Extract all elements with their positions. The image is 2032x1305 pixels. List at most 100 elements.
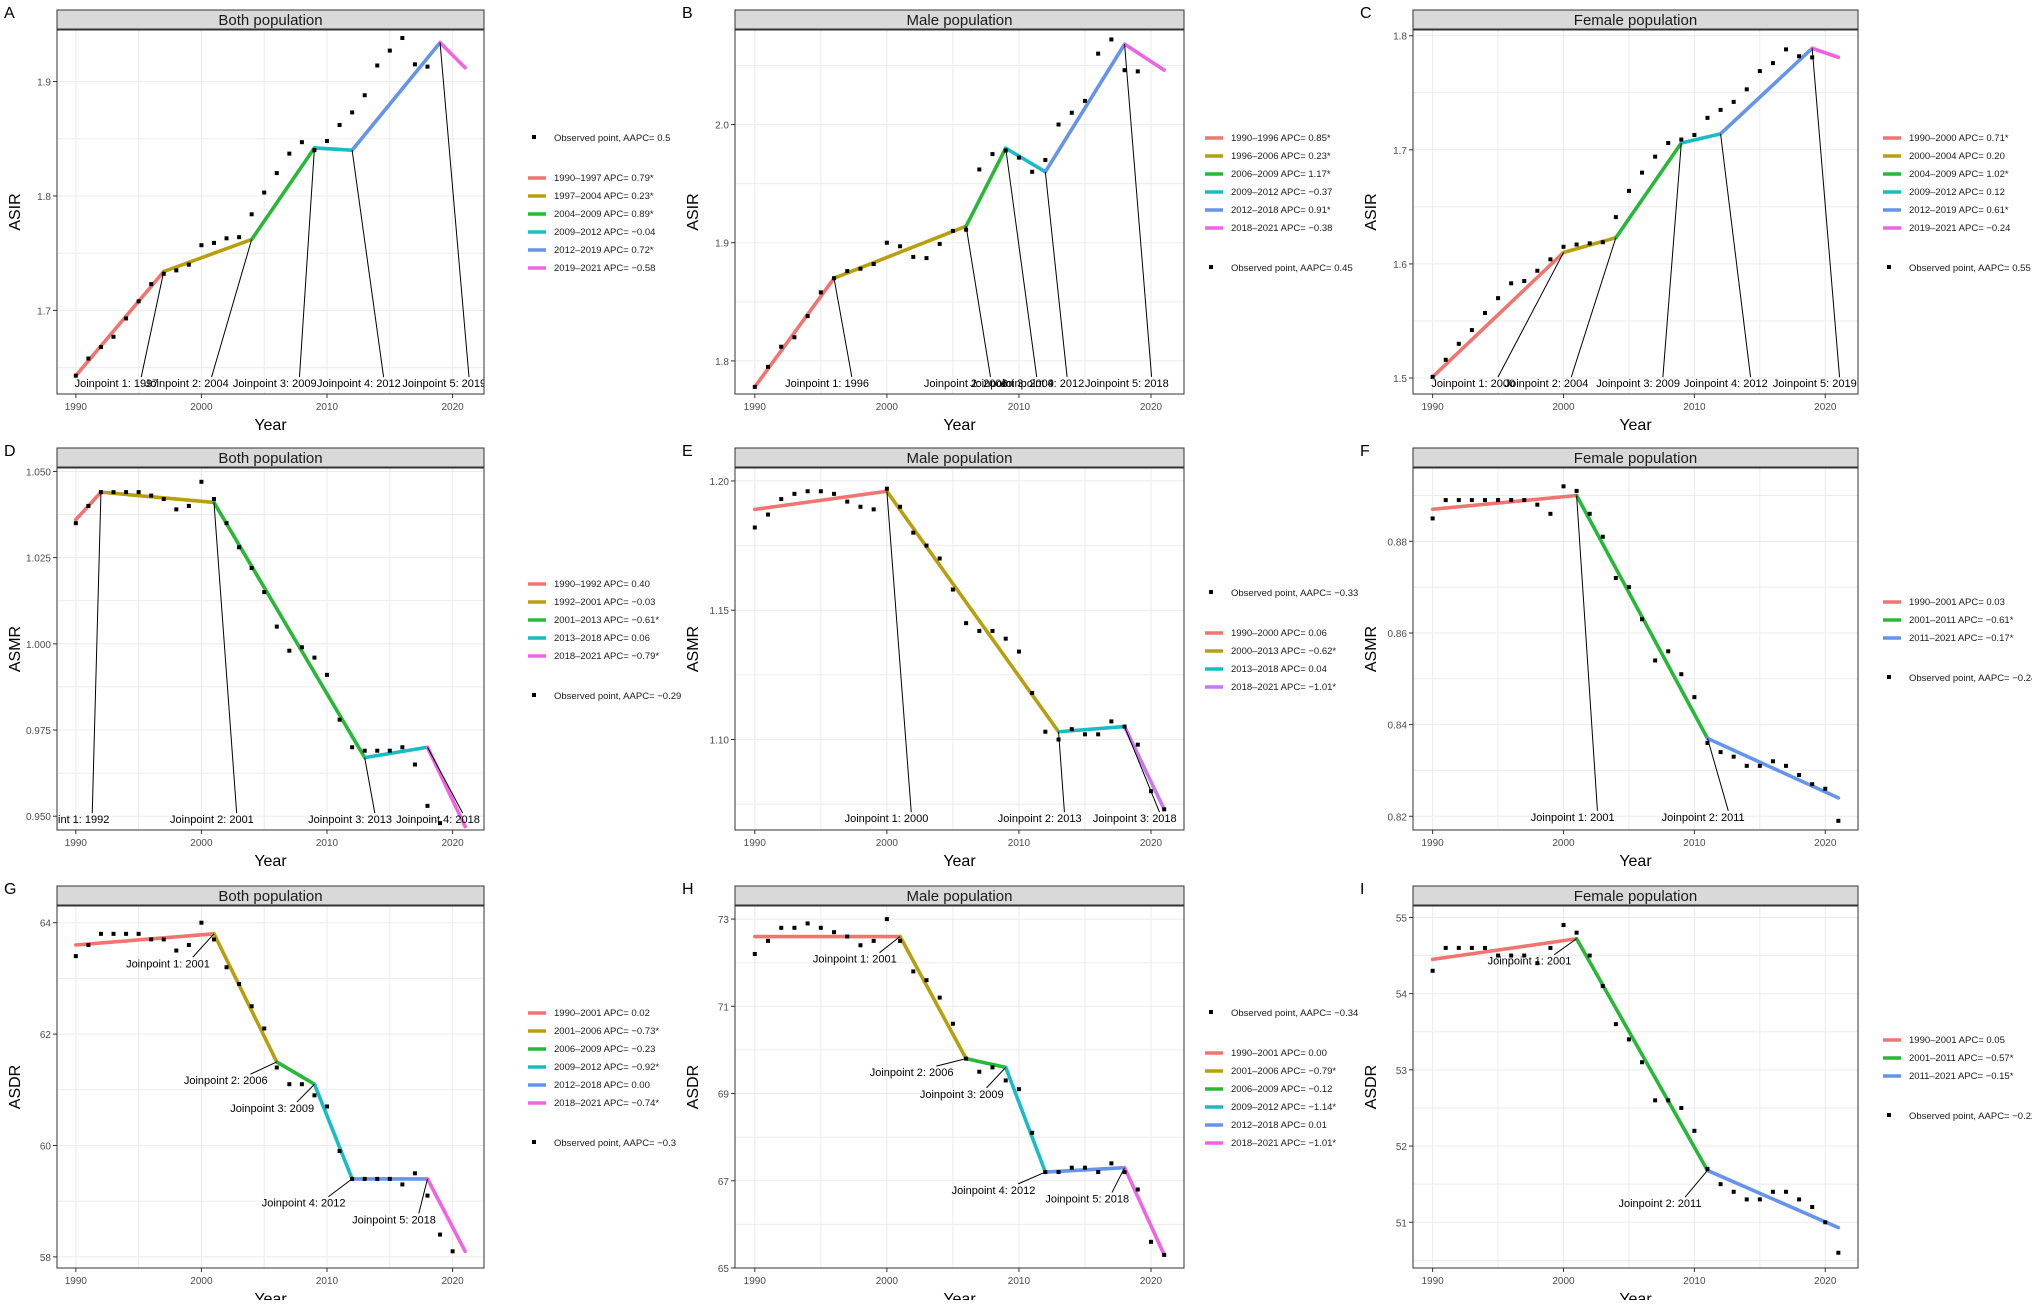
y-tick-label: 0.86 [1388, 629, 1408, 640]
observed-point [1810, 782, 1815, 787]
observed-point [805, 921, 810, 926]
observed-point [98, 345, 103, 350]
observed-point [1496, 296, 1501, 301]
observed-point [1522, 279, 1527, 284]
legend-segment-label: 2013–2018 APC= 0.06 [554, 633, 650, 644]
y-tick-label: 1.000 [26, 640, 51, 651]
y-tick-label: 58 [40, 1253, 52, 1264]
legend-segment-label: 2001–2006 APC= −0.79* [1231, 1066, 1336, 1077]
annotation-connector [328, 1178, 353, 1198]
panel-letter: H [682, 881, 694, 898]
observed-point [1640, 1060, 1645, 1065]
observed-point [274, 624, 279, 629]
legend-segment-label: 1990–1996 APC= 0.85* [1231, 133, 1331, 144]
observed-point [990, 1065, 995, 1070]
y-axis-label: ASMR [685, 626, 702, 672]
legend-segment-label: 2009–2012 APC= −0.37 [1231, 187, 1332, 198]
panel-title: Female population [1574, 12, 1697, 29]
observed-point [1626, 585, 1631, 590]
observed-point [1456, 498, 1461, 503]
observed-point [73, 373, 78, 378]
observed-point [752, 951, 757, 956]
observed-point [1522, 498, 1527, 503]
panel-title: Both population [218, 450, 322, 467]
legend-segment-label: 2013–2018 APC= 0.04 [1231, 664, 1327, 675]
annotation-label: Joinpoint 1: 2001 [1488, 956, 1572, 968]
legend-point-key [1209, 590, 1213, 594]
observed-point [1692, 132, 1697, 137]
legend-segment-label: 2009–2012 APC= −0.04 [554, 227, 655, 238]
panel-strip [1412, 885, 1859, 906]
observed-point [1574, 242, 1579, 247]
panel-letter: E [682, 443, 693, 460]
annotation-connector [1570, 237, 1617, 378]
y-axis-label: ASIR [7, 193, 24, 230]
y-tick-label: 2.0 [715, 121, 729, 132]
observed-point [1718, 107, 1723, 112]
observed-point [262, 590, 267, 595]
legend-segment-label: 2001–2013 APC= −0.61* [554, 615, 659, 626]
annotation-connector [886, 491, 912, 813]
observed-point [1135, 69, 1140, 74]
observed-point [249, 565, 254, 570]
annotation-label: Joinpoint 4: 2012 [262, 1198, 346, 1210]
observed-point [211, 497, 216, 502]
observed-point [1096, 51, 1101, 56]
observed-point [1122, 1170, 1127, 1175]
legend-segment-label: 2001–2011 APC= −0.61* [1909, 615, 2014, 626]
observed-point [1757, 1197, 1762, 1202]
annotation-connector [1684, 1170, 1708, 1198]
annotation-connector [1111, 1167, 1126, 1193]
x-tick-label: 2000 [190, 838, 213, 849]
observed-point [350, 745, 355, 750]
observed-point [1069, 727, 1074, 732]
annotation-connector [1576, 495, 1598, 811]
observed-point [1731, 99, 1736, 104]
annotation-label: Joinpoint 2: 2011 [1618, 1198, 1701, 1210]
x-tick-label: 2020 [1140, 1276, 1163, 1287]
observed-point [1443, 357, 1448, 362]
plot-marks: Joinpoint 1: 2001 Joinpoint 2: 2006 Joinpo… [73, 920, 467, 1254]
observed-point [1770, 1189, 1775, 1194]
annotation-label: Joinpoint 3: 2018 [1093, 813, 1177, 825]
observed-point [871, 262, 876, 266]
observed-point [199, 243, 204, 248]
y-tick-label: 64 [40, 919, 52, 930]
x-tick-label: 1990 [744, 1276, 767, 1287]
segment-line [212, 500, 367, 760]
panel-title: Male population [907, 888, 1013, 905]
observed-point [1043, 729, 1048, 734]
x-tick-label: 1990 [744, 402, 767, 413]
x-tick-label: 2000 [190, 1276, 213, 1287]
observed-point [779, 497, 784, 502]
legend-segment-label: 1996–2006 APC= 0.23* [1231, 151, 1331, 162]
y-tick-label: 0.84 [1388, 721, 1408, 732]
panel-strip [734, 447, 1185, 468]
x-tick-label: 2010 [1683, 402, 1706, 413]
observed-point [425, 1193, 430, 1198]
annotation-connector [364, 757, 376, 814]
y-tick-label: 52 [1396, 1142, 1408, 1153]
legend-segment-label: 2012–2018 APC= 0.91* [1231, 205, 1331, 216]
observed-point [1443, 945, 1448, 950]
plot-background [1413, 468, 1858, 830]
observed-point [362, 93, 367, 98]
observed-point [845, 499, 850, 504]
legend-segment-label: 2012–2018 APC= 0.01 [1231, 1120, 1327, 1131]
observed-point [858, 266, 863, 271]
segment-line [312, 146, 354, 152]
observed-point [287, 1082, 292, 1087]
annotation-label: Joinpoint 1: 1996 [785, 378, 869, 390]
y-tick-label: 1.20 [710, 477, 730, 488]
legend: 1990–2000 APC= 0.71* 2000–2004 APC= 0.20 2… [1883, 133, 2031, 274]
y-tick-label: 1.8 [1393, 32, 1407, 43]
observed-point [425, 803, 430, 808]
annotation-connector [250, 1061, 277, 1075]
y-axis-label: ASMR [1363, 626, 1380, 672]
x-tick-label: 2010 [1683, 1276, 1706, 1287]
observed-point [1430, 374, 1435, 379]
observed-point [1744, 763, 1749, 768]
segment-line [1122, 1165, 1166, 1257]
observed-point [1003, 1078, 1008, 1083]
